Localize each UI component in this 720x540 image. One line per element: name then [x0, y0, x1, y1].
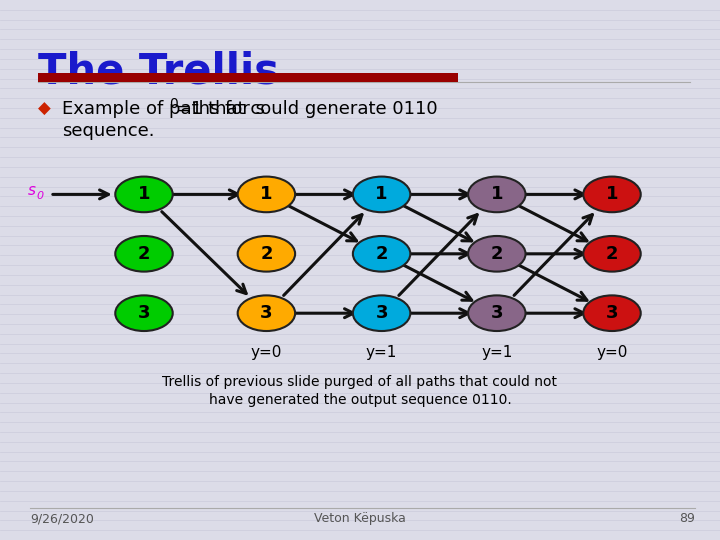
- Ellipse shape: [468, 295, 526, 331]
- Text: 89: 89: [679, 512, 695, 525]
- Text: 2: 2: [260, 245, 273, 263]
- Text: Veton Këpuska: Veton Këpuska: [314, 512, 406, 525]
- Text: 9/26/2020: 9/26/2020: [30, 512, 94, 525]
- Text: 3: 3: [490, 304, 503, 322]
- Text: 2: 2: [490, 245, 503, 263]
- Text: 3: 3: [260, 304, 273, 322]
- Text: 3: 3: [138, 304, 150, 322]
- Text: 0: 0: [36, 191, 43, 201]
- Text: ◆: ◆: [38, 100, 50, 118]
- Ellipse shape: [583, 295, 641, 331]
- Text: s: s: [28, 183, 36, 198]
- Text: y=0: y=0: [596, 345, 628, 360]
- Ellipse shape: [115, 177, 173, 212]
- Text: 2: 2: [375, 245, 388, 263]
- Ellipse shape: [583, 177, 641, 212]
- Text: 3: 3: [375, 304, 388, 322]
- Ellipse shape: [353, 177, 410, 212]
- Ellipse shape: [238, 236, 295, 272]
- Text: 1: 1: [260, 185, 273, 204]
- Ellipse shape: [468, 236, 526, 272]
- Text: 3: 3: [606, 304, 618, 322]
- Text: 1: 1: [606, 185, 618, 204]
- Text: 0: 0: [169, 97, 178, 111]
- Text: 2: 2: [138, 245, 150, 263]
- Text: 1: 1: [375, 185, 388, 204]
- Ellipse shape: [583, 236, 641, 272]
- Text: y=0: y=0: [251, 345, 282, 360]
- Text: 1: 1: [138, 185, 150, 204]
- Ellipse shape: [353, 236, 410, 272]
- Text: Example of paths for s: Example of paths for s: [62, 100, 265, 118]
- Text: y=1: y=1: [481, 345, 513, 360]
- Bar: [38, 73, 458, 82]
- Text: 1: 1: [490, 185, 503, 204]
- Ellipse shape: [238, 295, 295, 331]
- Ellipse shape: [115, 295, 173, 331]
- Ellipse shape: [468, 177, 526, 212]
- Ellipse shape: [115, 236, 173, 272]
- Ellipse shape: [353, 295, 410, 331]
- Text: sequence.: sequence.: [62, 122, 155, 140]
- Text: Trellis of previous slide purged of all paths that could not: Trellis of previous slide purged of all …: [163, 375, 557, 389]
- Text: The Trellis: The Trellis: [38, 50, 279, 92]
- Text: =1 that could generate 0110: =1 that could generate 0110: [176, 100, 438, 118]
- Text: have generated the output sequence 0110.: have generated the output sequence 0110.: [209, 393, 511, 407]
- Ellipse shape: [238, 177, 295, 212]
- Text: y=1: y=1: [366, 345, 397, 360]
- Text: 2: 2: [606, 245, 618, 263]
